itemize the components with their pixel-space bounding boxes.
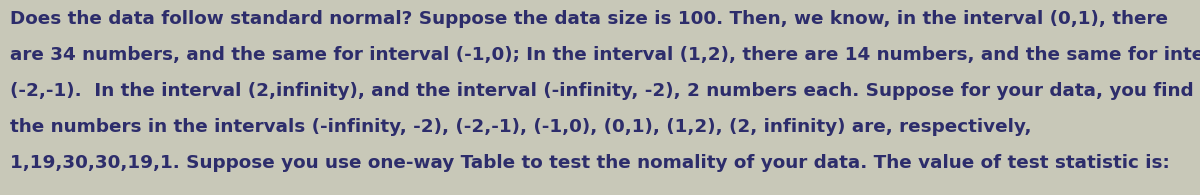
Text: (-2,-1).  In the interval (2,infinity), and the interval (-infinity, -2), 2 numb: (-2,-1). In the interval (2,infinity), a… [10, 82, 1193, 100]
Text: are 34 numbers, and the same for interval (-1,0); In the interval (1,2), there a: are 34 numbers, and the same for interva… [10, 46, 1200, 64]
Text: the numbers in the intervals (-infinity, -2), (-2,-1), (-1,0), (0,1), (1,2), (2,: the numbers in the intervals (-infinity,… [10, 118, 1031, 136]
Text: 1,19,30,30,19,1. Suppose you use one-way Table to test the nomality of your data: 1,19,30,30,19,1. Suppose you use one-way… [10, 154, 1169, 172]
Text: Does the data follow standard normal? Suppose the data size is 100. Then, we kno: Does the data follow standard normal? Su… [10, 10, 1168, 28]
